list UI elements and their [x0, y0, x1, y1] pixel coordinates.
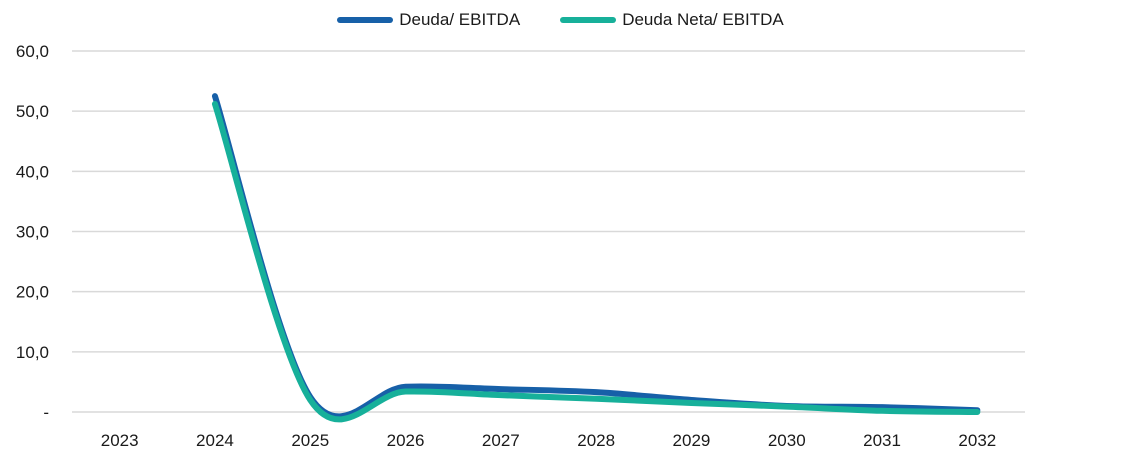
x-tick-label-2031: 2031: [863, 431, 901, 450]
y-tick-label-2: 20,0: [16, 283, 49, 302]
legend-item-deuda: Deuda/ EBITDA: [337, 10, 520, 30]
y-tick-label-0: -: [43, 403, 49, 422]
x-tick-label-2025: 2025: [291, 431, 329, 450]
legend-label-deuda: Deuda/ EBITDA: [399, 10, 521, 29]
legend-swatch-deuda: [337, 17, 394, 23]
series-line-deuda-neta-ebitda: [211, 100, 981, 423]
y-tick-label-1: 10,0: [16, 343, 49, 362]
x-tick-label-2027: 2027: [482, 431, 520, 450]
legend-swatch-deuda-neta: [560, 17, 617, 23]
y-tick-label-3: 30,0: [16, 223, 49, 242]
x-tick-label-2024: 2024: [196, 431, 234, 450]
x-tick-label-2029: 2029: [673, 431, 711, 450]
legend-item-deuda-neta: Deuda Neta/ EBITDA: [560, 10, 784, 30]
legend-label-deuda-neta: Deuda Neta/ EBITDA: [622, 10, 784, 29]
x-tick-label-2032: 2032: [958, 431, 996, 450]
y-tick-label-5: 50,0: [16, 102, 49, 121]
x-tick-label-2028: 2028: [577, 431, 615, 450]
y-tick-label-6: 60,0: [16, 42, 49, 61]
x-tick-label-2030: 2030: [768, 431, 806, 450]
series-line-deuda-ebitda: [211, 93, 981, 420]
chart-legend: Deuda/ EBITDA Deuda Neta/ EBITDA: [0, 10, 1121, 30]
y-tick-label-4: 40,0: [16, 162, 49, 181]
x-tick-label-2026: 2026: [387, 431, 425, 450]
x-tick-label-2023: 2023: [101, 431, 139, 450]
